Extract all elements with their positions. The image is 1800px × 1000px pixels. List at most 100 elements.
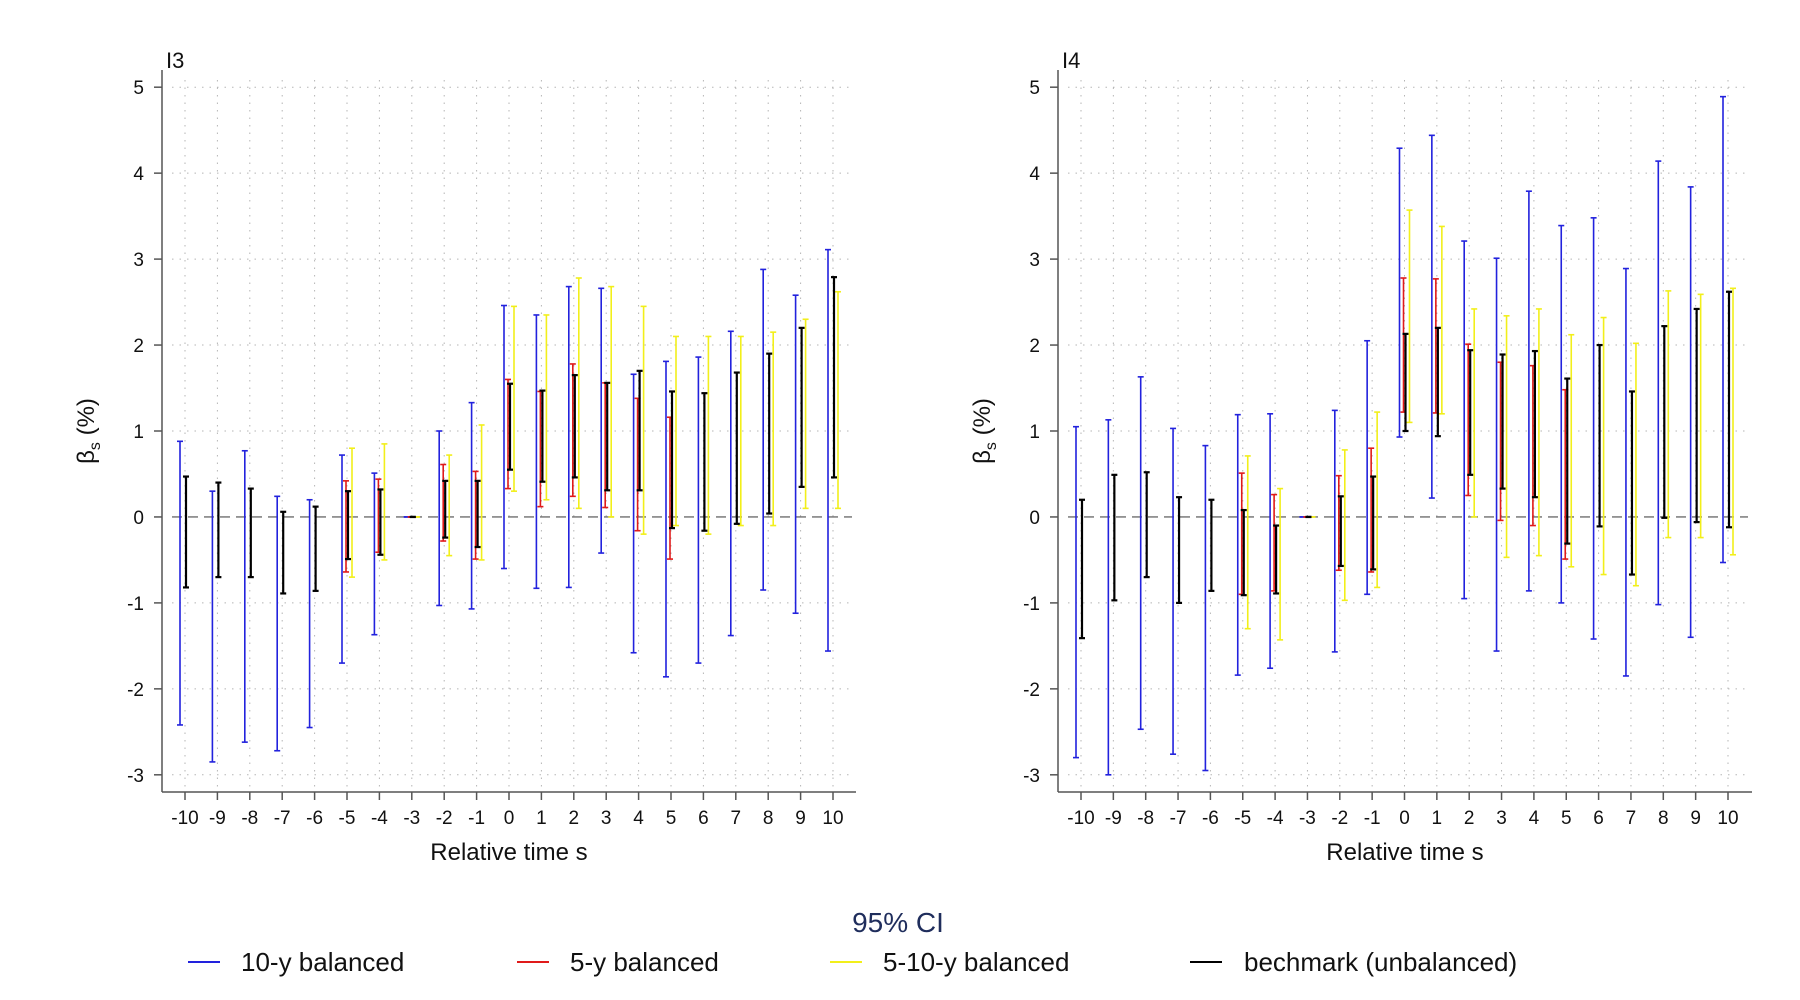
errorbar-10y--2 (1331, 409, 1338, 653)
y-tick-label: 1 (1029, 422, 1040, 443)
errorbar-10y-4 (630, 373, 637, 654)
errorbar-10y-2 (1461, 240, 1468, 600)
errorbar-10y--7 (274, 495, 281, 752)
x-tick-label: 3 (601, 808, 612, 829)
errorbar-bench--5 (1240, 508, 1247, 597)
errorbar-bench-3 (604, 381, 611, 492)
errorbar-bench--8 (1143, 471, 1150, 579)
x-tick-label: -3 (403, 808, 420, 829)
errorbar-510y-1 (1438, 225, 1445, 415)
legend-item-bench: bechmark (unbalanced) (1190, 947, 1517, 977)
x-tick-label: -6 (1202, 808, 1219, 829)
errorbar-10y--1 (1364, 339, 1371, 596)
errorbar-10y--8 (1137, 376, 1144, 731)
errorbar-510y--2 (446, 454, 453, 557)
errorbar-510y--2 (1341, 449, 1348, 602)
x-tick-label: 1 (536, 808, 547, 829)
errorbar-bench-0 (1402, 332, 1409, 433)
errorbar-10y--5 (1234, 413, 1241, 676)
errorbar-510y-9 (802, 318, 809, 510)
errorbar-bench--6 (1208, 498, 1215, 592)
errorbar-bench--8 (247, 487, 254, 579)
y-axis-label-unit: (%) (73, 398, 100, 442)
errorbar-510y-9 (1697, 293, 1704, 539)
x-tick-label: 8 (1658, 808, 1669, 829)
y-tick-label: 2 (133, 336, 144, 357)
x-tick-label: -9 (209, 808, 226, 829)
errorbar-bench--1 (1370, 475, 1377, 571)
errorbar-10y--8 (241, 449, 248, 743)
errorbar-10y--1 (468, 401, 475, 610)
errorbar-510y-10 (1730, 287, 1736, 556)
x-tick-label: 0 (1399, 808, 1410, 829)
errorbar-bench-7 (733, 371, 740, 525)
x-tick-label: 2 (1464, 808, 1475, 829)
x-axis-label: Relative time s (1326, 839, 1483, 866)
y-tick-label: -3 (127, 766, 144, 787)
errorbar-10y-9 (1687, 186, 1694, 639)
errorbar-bench--10 (1079, 498, 1085, 640)
errorbar-510y-5 (1568, 333, 1575, 568)
x-tick-label: 10 (822, 808, 843, 829)
errorbar-10y--6 (306, 498, 313, 729)
x-tick-label: 8 (763, 808, 774, 829)
y-tick-label: 4 (1029, 164, 1040, 185)
errorbar-bench--9 (215, 481, 222, 579)
errorbar-bench-1 (539, 389, 546, 483)
errorbar-10y-0 (501, 304, 507, 570)
x-tick-label: -7 (274, 808, 291, 829)
x-tick-label: 10 (1717, 808, 1738, 829)
y-tick-label: -1 (1023, 594, 1040, 615)
errorbar-bench-3 (1499, 353, 1506, 490)
x-tick-label: 4 (633, 808, 644, 829)
errorbar-10y--10 (1073, 425, 1079, 759)
errorbar-bench-5 (1564, 377, 1571, 545)
y-tick-label: -1 (127, 594, 144, 615)
panel-title: I4 (1062, 48, 1080, 73)
errorbar-510y-6 (1600, 316, 1607, 576)
y-tick-label: 0 (1029, 508, 1040, 529)
errorbar-bench-1 (1434, 326, 1441, 438)
y-axis-label-main: β (969, 450, 996, 464)
errorbar-bench-6 (1596, 343, 1603, 528)
errorbar-10y-6 (1590, 217, 1597, 640)
errorbar-510y-4 (1535, 308, 1542, 557)
errorbar-10y-9 (792, 294, 799, 615)
errorbar-10y-1 (533, 314, 540, 590)
errorbar-10y--10 (177, 440, 183, 726)
errorbar-510y-2 (1471, 308, 1478, 518)
x-tick-label: 9 (795, 808, 806, 829)
errorbar-10y-8 (760, 268, 767, 591)
legend-label: 10-y balanced (241, 947, 404, 977)
legend-label: 5-y balanced (570, 947, 719, 977)
errorbar-bench-2 (1467, 349, 1474, 476)
errorbar-10y-10 (825, 248, 831, 652)
y-tick-label: -2 (1023, 680, 1040, 701)
y-axis-label: βs (%) (73, 398, 104, 464)
errorbar-bench--7 (280, 510, 287, 595)
legend-label: 5-10-y balanced (883, 947, 1069, 977)
errorbar-5y--1 (1368, 447, 1375, 573)
x-tick-label: 3 (1496, 808, 1507, 829)
x-tick-label: 9 (1690, 808, 1701, 829)
errorbar-10y-6 (695, 356, 702, 664)
x-tick-label: -10 (1067, 808, 1094, 829)
x-tick-label: -2 (436, 808, 453, 829)
errorbar-510y-3 (608, 285, 615, 518)
errorbar-bench-5 (669, 390, 675, 530)
x-tick-label: -9 (1105, 808, 1122, 829)
errorbar-10y-3 (598, 287, 605, 554)
errorbar-bench--1 (474, 479, 481, 549)
errorbar-510y-6 (705, 335, 712, 535)
errorbar-510y--4 (1277, 487, 1284, 641)
y-axis-label-subscript: s (983, 442, 1000, 450)
errorbar-10y--9 (1105, 419, 1112, 776)
errorbar-10y-2 (565, 285, 572, 589)
y-axis-label: βs (%) (969, 398, 1000, 464)
errorbar-bench-2 (571, 374, 578, 479)
x-tick-label: -7 (1170, 808, 1187, 829)
x-tick-label: -8 (241, 808, 258, 829)
x-tick-label: 1 (1432, 808, 1443, 829)
